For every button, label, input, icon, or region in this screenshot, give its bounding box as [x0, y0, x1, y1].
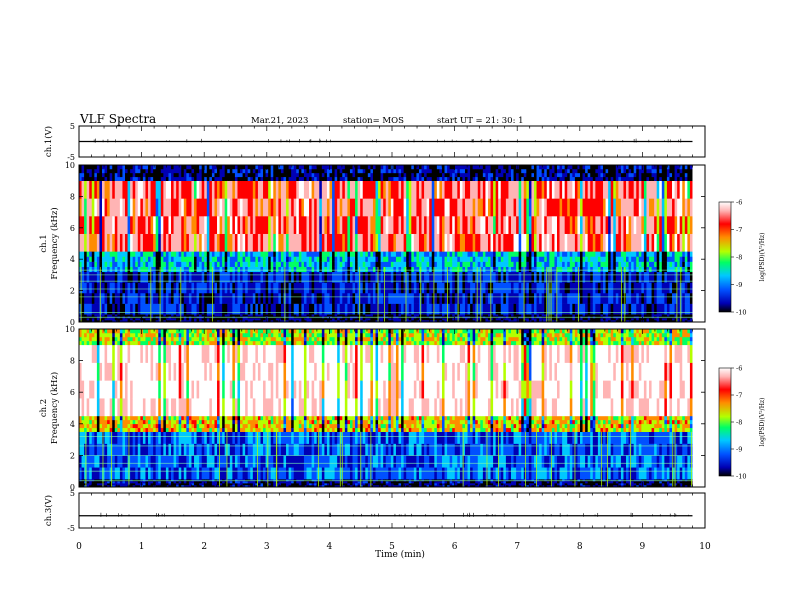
colorbar-label: log(PSD)(V²/Hz) [759, 398, 766, 447]
x-tick-label: 7 [514, 542, 520, 552]
ch2-spectrogram-panel: 0 2 4 6 8 10 ch.2 Frequency (kHz) [39, 325, 706, 492]
ch1-waveform-panel: 5 -5 ch.1(V) [43, 122, 706, 162]
y-tick-label: 2 [70, 287, 75, 296]
x-tick-label: 9 [640, 542, 646, 552]
y-tick-label: 2 [70, 451, 75, 460]
no-data-area [692, 165, 705, 322]
x-tick-label: 2 [201, 542, 207, 552]
y-tick-label: 10 [65, 161, 75, 170]
y-tick-label: 4 [70, 255, 75, 264]
colorbar-tick-label: -9 [736, 281, 742, 289]
y-axis-label-channel: ch.1 [39, 234, 49, 252]
x-tick-label: 3 [264, 542, 270, 552]
spectrogram-image [79, 329, 693, 488]
x-tick-label: 5 [389, 542, 395, 552]
colorbar-tick-label: -9 [736, 446, 742, 454]
x-axis-label: Time (min) [375, 549, 425, 560]
y-tick-label: 5 [70, 489, 75, 498]
spectrogram-image [79, 165, 693, 323]
colorbar-tick-label: -7 [736, 392, 742, 400]
date-label: Mar.21, 2023 [251, 116, 308, 126]
colorbar-tick-label: -6 [736, 365, 742, 373]
y-axis-label: ch.1(V) [43, 126, 54, 157]
x-tick-label: 1 [139, 542, 145, 552]
panel-frame [78, 492, 706, 529]
colorbar-tick-label: -6 [736, 199, 742, 207]
colorbar-tick-label: -10 [736, 309, 746, 317]
y-tick-label: 0 [70, 483, 75, 492]
y-tick-label: 6 [70, 388, 75, 397]
y-tick-label: 4 [70, 420, 75, 429]
y-axis-label-channel: ch.2 [39, 399, 49, 417]
y-tick-label: 10 [65, 325, 75, 334]
ch3-waveform-panel: 5 -5 ch.3(V) [43, 489, 706, 533]
ch1-colorbar: -6 -7 -8 -9 -10 log(PSD)(V²/Hz) [718, 199, 766, 317]
colorbar-tick-label: -7 [736, 226, 742, 234]
colorbar-tick-label: -10 [736, 473, 746, 481]
y-axis-label-frequency: Frequency (kHz) [49, 372, 60, 444]
y-tick-label: -5 [67, 153, 75, 162]
x-tick-label: 6 [452, 542, 458, 552]
y-tick-label: 6 [70, 224, 75, 233]
y-axis-label: ch.3(V) [43, 495, 54, 526]
station-label: station= MOS [343, 116, 404, 126]
colorbar-tick-label: -8 [736, 254, 742, 262]
figure-title: VLF Spectra [79, 112, 156, 126]
y-tick-label: 8 [70, 357, 75, 366]
y-tick-label: 5 [70, 122, 75, 131]
x-tick-label: 8 [577, 542, 583, 552]
colorbar-tick-label: -8 [736, 419, 742, 427]
y-tick-label: -5 [67, 524, 75, 533]
ch2-colorbar: -6 -7 -8 -9 -10 log(PSD)(V²/Hz) [718, 365, 766, 481]
colorbar-scale [718, 201, 732, 313]
x-tick-label: 4 [327, 542, 333, 552]
y-tick-label: 8 [70, 192, 75, 201]
colorbar-label: log(PSD)(V²/Hz) [759, 233, 766, 282]
colorbar-scale [718, 367, 732, 477]
y-tick-label: 0 [70, 318, 75, 327]
ch1-spectrogram-panel: 0 2 4 6 8 10 ch.1 Frequency (kHz) [39, 161, 706, 327]
start-time-label: start UT = 21: 30: 1 [437, 116, 524, 126]
x-tick-label: 10 [699, 542, 711, 552]
x-tick-label: 0 [76, 542, 82, 552]
y-axis-label-frequency: Frequency (kHz) [49, 207, 60, 279]
no-data-area [692, 329, 705, 487]
time-axis: 0 1 2 3 4 5 6 7 8 9 10 [76, 542, 711, 552]
